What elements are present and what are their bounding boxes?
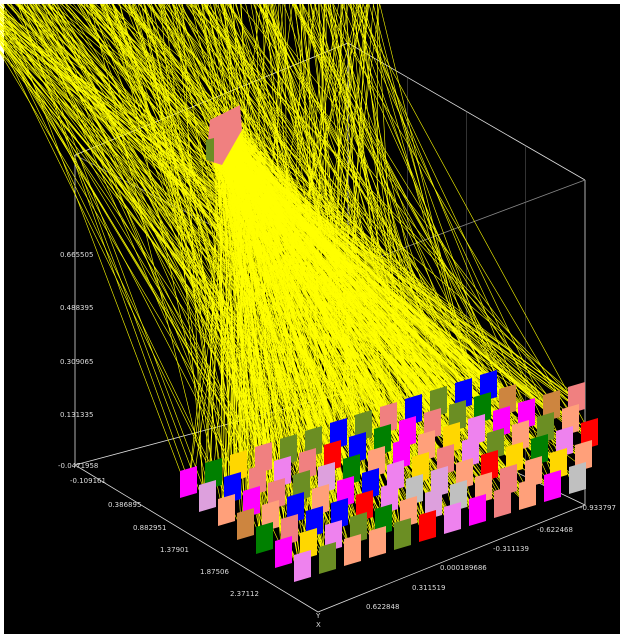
heliostat	[444, 502, 461, 534]
z-tick-label: 0.131335	[60, 411, 93, 419]
x-tick-label: 0.882951	[133, 524, 166, 532]
x-tick-label: -0.109161	[70, 477, 106, 485]
axis-name: X	[316, 621, 321, 629]
heliostat	[544, 470, 561, 502]
z-tick-label: 0.665505	[60, 251, 93, 259]
heliostat	[275, 536, 292, 568]
heliostat	[199, 480, 216, 512]
heliostat	[369, 526, 386, 558]
heliostat	[519, 478, 536, 510]
y-tick-label: 0.622848	[366, 603, 399, 611]
receiver-face	[206, 138, 214, 162]
heliostat	[344, 534, 361, 566]
x-tick-label: 1.37901	[160, 546, 189, 554]
axis-name: Y	[315, 612, 321, 620]
x-tick-label: 1.87506	[200, 568, 229, 576]
heliostat	[237, 508, 254, 540]
y-tick-label: 0.311519	[412, 584, 445, 592]
page: 0.665505 0.488395 0.309065 0.131335 -0.0…	[0, 0, 624, 638]
heliostat	[569, 462, 586, 494]
heliostat	[469, 494, 486, 526]
y-tick-label: -0.622468	[537, 526, 573, 534]
heliostat	[256, 522, 273, 554]
y-tick-label: -0.933797	[580, 504, 616, 512]
heliostat	[294, 550, 311, 582]
heliostat	[494, 486, 511, 518]
heliostat	[419, 510, 436, 542]
ray-view: 0.665505 0.488395 0.309065 0.131335 -0.0…	[0, 0, 624, 638]
heliostat	[180, 466, 197, 498]
heliostat	[319, 542, 336, 574]
z-tick-label: 0.488395	[60, 304, 93, 312]
z-tick-label: -0.0471958	[58, 462, 98, 470]
y-tick-label: -0.311139	[493, 545, 529, 553]
heliostat	[218, 494, 235, 526]
x-tick-label: 0.386895	[108, 501, 141, 509]
z-tick-label: 0.309065	[60, 358, 93, 366]
y-tick-label: 0.000189686	[440, 564, 487, 572]
x-tick-label: 2.37112	[230, 590, 259, 598]
heliostat	[394, 518, 411, 550]
